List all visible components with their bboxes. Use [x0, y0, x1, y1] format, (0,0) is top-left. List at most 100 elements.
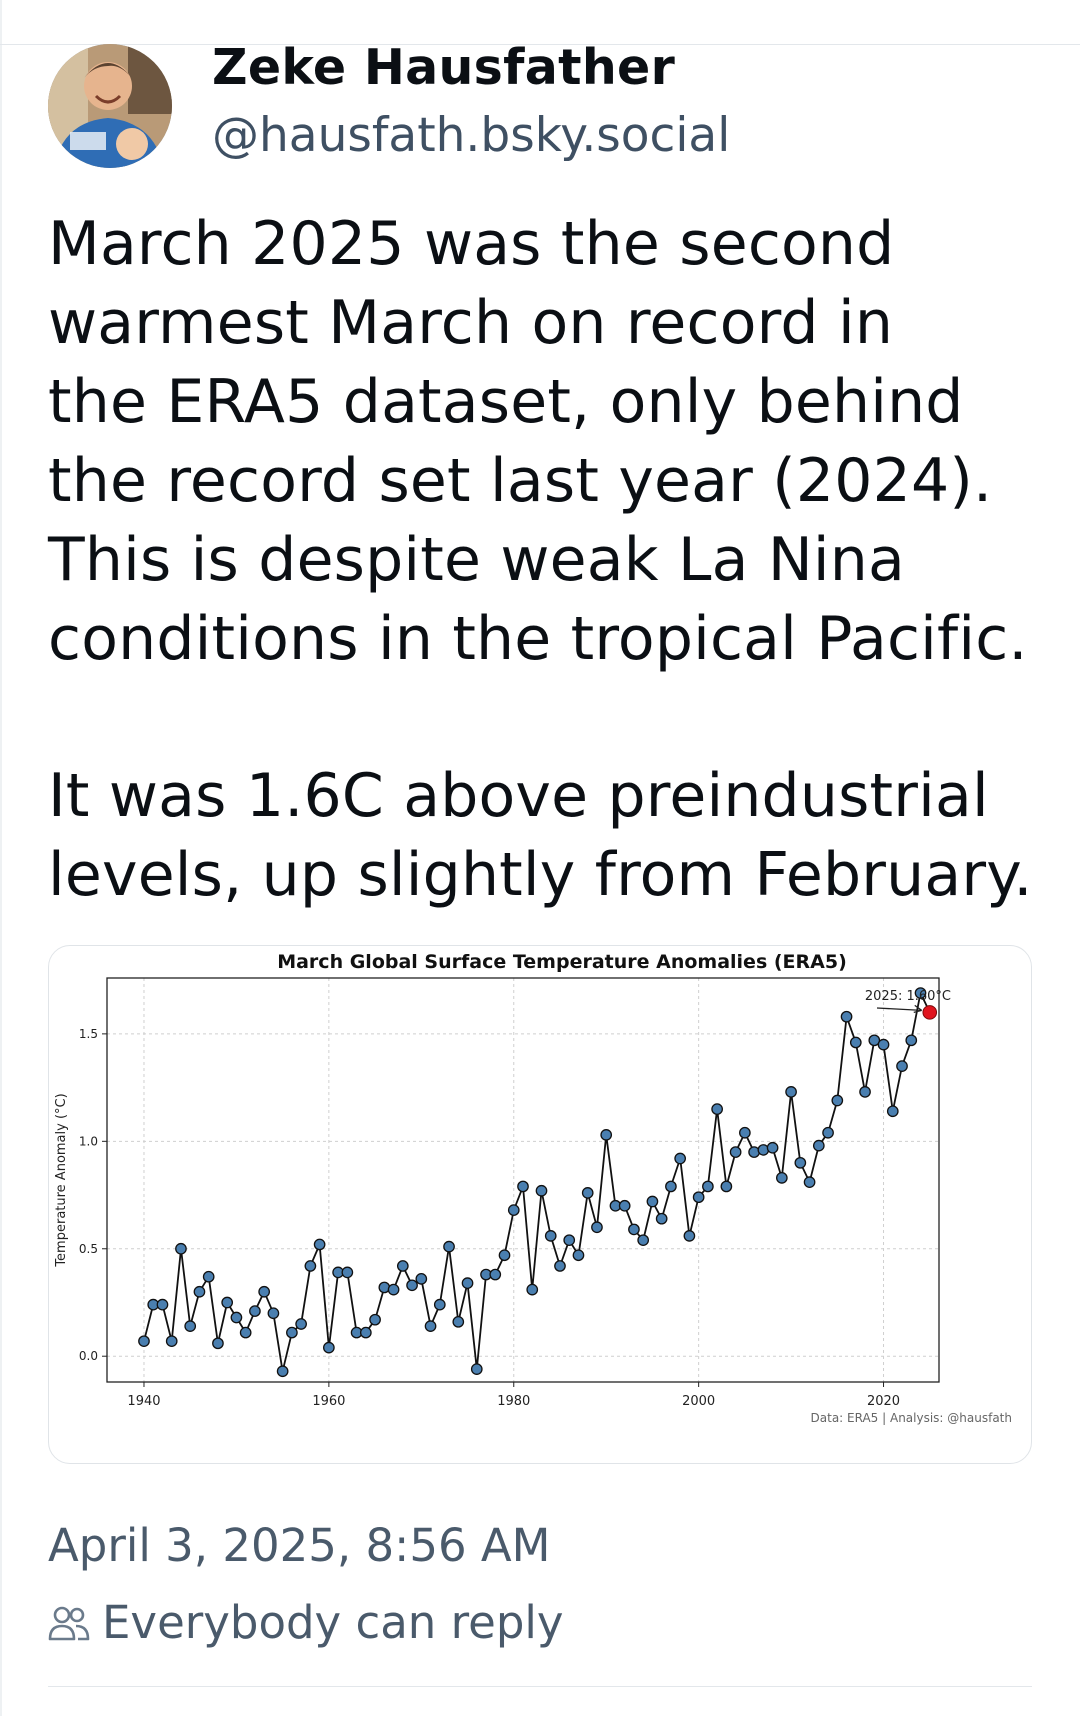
data-point: [914, 987, 927, 999]
data-point: [544, 1230, 557, 1242]
data-point: [212, 1337, 224, 1350]
author-avatar[interactable]: [48, 44, 172, 168]
data-point: [359, 1326, 372, 1339]
chart-title: March Global Surface Temperature Anomali…: [277, 951, 847, 973]
data-point: [267, 1307, 280, 1320]
data-point: [452, 1315, 465, 1328]
data-point: [443, 1240, 455, 1253]
data-point: [470, 1363, 483, 1375]
y-tick-label: 0.5: [79, 1242, 98, 1256]
data-point: [646, 1195, 659, 1208]
data-point: [674, 1152, 687, 1165]
data-point: [498, 1249, 511, 1262]
data-point: [692, 1191, 705, 1204]
reply-setting-label: Everybody can reply: [102, 1596, 564, 1649]
x-tick-label: 2020: [867, 1394, 900, 1409]
top-divider: [0, 44, 1080, 45]
data-point: [239, 1326, 252, 1339]
data-point: [535, 1184, 548, 1197]
data-point: [369, 1313, 381, 1326]
data-point: [433, 1298, 446, 1311]
data-point: [886, 1105, 899, 1118]
data-point: [193, 1285, 206, 1298]
data-point: [406, 1279, 418, 1292]
y-tick-label: 0.0: [79, 1349, 98, 1363]
data-point: [258, 1285, 271, 1298]
data-point: [304, 1260, 317, 1272]
bottom-divider: [48, 1686, 1032, 1687]
data-point: [184, 1320, 197, 1332]
chart-image[interactable]: 1940 1960 1980 2000 2020 0.0 0.5 1.0 1.5 March G…: [48, 945, 1032, 1464]
x-tick-label: 2000: [682, 1394, 715, 1409]
data-point: [249, 1305, 261, 1317]
y-tick-label: 1.5: [79, 1027, 98, 1041]
data-point: [396, 1260, 409, 1272]
data-point: [387, 1283, 400, 1296]
data-point: [849, 1036, 862, 1049]
data-point: [840, 1010, 853, 1023]
data-point: [323, 1341, 335, 1354]
avatar-photo-icon: [48, 44, 172, 168]
annotation-2025: 2025: 1.60°C: [865, 989, 951, 1004]
data-point: [563, 1234, 576, 1247]
data-point: [794, 1156, 807, 1169]
data-point: [803, 1176, 816, 1188]
temperature-anomaly-chart: 1940 1960 1980 2000 2020 0.0 0.5 1.0 1.5 March G…: [54, 951, 1012, 1425]
data-point: [822, 1126, 834, 1139]
data-point: [313, 1238, 326, 1251]
data-point: [341, 1266, 354, 1279]
post-paragraph-1: March 2025 was the second warmest March …: [48, 209, 1028, 674]
data-point: [877, 1038, 890, 1051]
data-point: [859, 1086, 871, 1098]
data-point: [655, 1212, 668, 1225]
data-point: [729, 1146, 742, 1158]
annotation-arrow: [876, 1004, 923, 1014]
data-point: [739, 1126, 751, 1139]
data-point: [526, 1283, 539, 1296]
data-point: [507, 1204, 520, 1216]
data-point: [424, 1320, 437, 1332]
data-point: [138, 1335, 150, 1348]
data-point: [711, 1103, 723, 1115]
people-icon: [48, 1606, 90, 1641]
data-point: [230, 1311, 243, 1324]
data-point: [517, 1180, 529, 1193]
data-point: [461, 1277, 474, 1289]
reply-setting[interactable]: Everybody can reply: [48, 1595, 564, 1651]
data-point: [202, 1270, 215, 1283]
data-point: [766, 1141, 779, 1154]
plot-frame: [106, 977, 940, 1383]
data-point: [489, 1268, 502, 1281]
source-note: Data: ERA5 | Analysis: @hausfath: [811, 1411, 1012, 1425]
data-point: [581, 1187, 594, 1199]
y-tick-label: 1.0: [79, 1134, 98, 1148]
data-point: [831, 1094, 844, 1107]
author-handle[interactable]: @hausfath.bsky.social: [212, 108, 731, 163]
data-point: [156, 1298, 169, 1311]
data-point: [572, 1249, 585, 1262]
x-tick-label: 1960: [312, 1394, 345, 1409]
post-timestamp[interactable]: April 3, 2025, 8:56 AM: [48, 1519, 551, 1572]
data-point: [175, 1242, 187, 1255]
data-point: [591, 1221, 603, 1234]
data-point: [775, 1172, 788, 1184]
y-axis-label: Temperature Anomaly (°C): [54, 1093, 69, 1267]
left-rail: [0, 0, 2, 1716]
data-point: [286, 1326, 298, 1339]
data-point: [276, 1365, 289, 1378]
highlight-point-2025: [922, 1005, 938, 1020]
data-point: [165, 1335, 178, 1348]
data-point: [554, 1260, 566, 1272]
data-point: [415, 1273, 428, 1285]
data-point: [221, 1296, 234, 1309]
data-point: [295, 1318, 307, 1330]
data-point: [785, 1086, 797, 1098]
data-point: [683, 1230, 696, 1242]
data-point: [665, 1180, 677, 1193]
data-point: [637, 1234, 650, 1247]
data-point: [702, 1180, 714, 1193]
data-point: [905, 1034, 918, 1047]
author-name[interactable]: Zeke Hausfather: [212, 39, 676, 96]
data-point: [868, 1034, 881, 1047]
data-point: [600, 1129, 613, 1141]
